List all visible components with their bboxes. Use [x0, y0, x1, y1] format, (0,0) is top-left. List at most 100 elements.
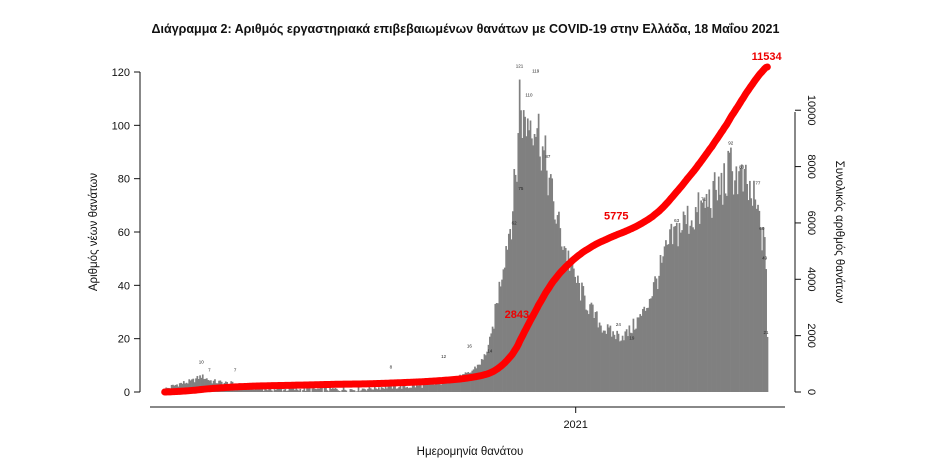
daily-deaths-bar [520, 110, 522, 392]
daily-deaths-bar [701, 202, 704, 392]
daily-deaths-bar [268, 387, 270, 392]
daily-deaths-bar [742, 191, 744, 392]
daily-deaths-bar [671, 244, 674, 392]
bar-value-label: 62 [512, 221, 518, 226]
daily-deaths-bar [319, 386, 322, 392]
daily-deaths-bar [357, 386, 360, 392]
bar-value-label: 8 [390, 365, 393, 370]
daily-deaths-bar [326, 390, 329, 392]
daily-deaths-bar [430, 382, 433, 392]
daily-deaths-bar [448, 382, 451, 392]
daily-deaths-bar [726, 195, 728, 392]
daily-deaths-bar [623, 340, 625, 392]
daily-deaths-bar [560, 246, 563, 392]
daily-deaths-bar [526, 118, 529, 392]
daily-deaths-bar [382, 387, 384, 392]
daily-deaths-bar [708, 189, 711, 392]
daily-deaths-bar [403, 384, 406, 392]
daily-deaths-bar [545, 170, 548, 392]
daily-deaths-bar [587, 314, 590, 392]
daily-deaths-bar [203, 379, 205, 392]
daily-deaths-bar [647, 307, 650, 392]
daily-deaths-bar [189, 380, 192, 392]
daily-deaths-bar [466, 372, 468, 392]
daily-deaths-bar [616, 330, 619, 392]
daily-deaths-bar [738, 171, 740, 392]
daily-deaths-bar [411, 385, 414, 392]
daily-deaths-bar [518, 79, 521, 393]
daily-deaths-bar [291, 388, 293, 392]
daily-deaths-bar [311, 388, 314, 392]
daily-deaths-bar [350, 389, 353, 392]
daily-deaths-bar [507, 233, 510, 392]
daily-deaths-bar [658, 275, 660, 392]
daily-deaths-bar [409, 387, 411, 392]
left-tick-label: 60 [118, 227, 130, 239]
daily-deaths-bar [452, 380, 455, 392]
daily-deaths-bar [406, 386, 409, 392]
daily-deaths-bar [359, 391, 361, 392]
daily-deaths-bar [371, 389, 373, 392]
daily-deaths-bar [415, 384, 418, 392]
left-tick-label: 0 [124, 387, 130, 399]
daily-deaths-bar [585, 309, 587, 392]
daily-deaths-bar [665, 240, 667, 392]
daily-deaths-bar [627, 336, 629, 392]
daily-deaths-bar [330, 388, 333, 392]
daily-deaths-bar [426, 383, 429, 392]
cumulative-annotation: 2843 [505, 309, 529, 321]
x-axis-title: Ημερομηνία θανάτου [417, 446, 524, 458]
daily-deaths-bar [188, 379, 191, 392]
daily-deaths-bar [652, 282, 655, 392]
daily-deaths-bar [467, 372, 470, 392]
bar-value-label: 119 [532, 69, 540, 74]
daily-deaths-bar [673, 226, 675, 392]
daily-deaths-bar [392, 384, 395, 392]
daily-deaths-bar [425, 382, 428, 392]
daily-deaths-bar [463, 374, 465, 392]
annotations-layer: 2843 5775 11534 [505, 51, 783, 321]
daily-deaths-bar [344, 389, 346, 392]
daily-deaths-bar [180, 382, 182, 392]
daily-deaths-bar [689, 225, 692, 392]
daily-deaths-bar [428, 383, 430, 392]
daily-deaths-bar [292, 387, 295, 392]
bar-value-label: 71 [701, 197, 707, 202]
daily-deaths-bar [735, 166, 738, 392]
daily-deaths-bar [540, 170, 543, 392]
right-ticks: 0 2000 4000 6000 8000 10000 [795, 95, 817, 395]
daily-deaths-bar [654, 276, 656, 392]
daily-deaths-bar [731, 171, 734, 392]
left-ticks: 0 20 40 60 80 100 120 [112, 67, 140, 399]
daily-deaths-bar [419, 384, 422, 392]
daily-deaths-bar [679, 232, 682, 392]
daily-deaths-bar [421, 387, 424, 392]
bar-value-label: 60 [759, 226, 765, 231]
daily-deaths-bar [750, 198, 753, 392]
daily-deaths-bar [375, 388, 377, 392]
daily-deaths-bar [453, 378, 456, 392]
daily-deaths-bar [455, 378, 457, 392]
daily-deaths-bar [635, 328, 637, 392]
daily-deaths-bar [266, 390, 269, 392]
daily-deaths-bar [572, 268, 575, 392]
daily-deaths-bar [383, 388, 386, 392]
left-tick-label: 20 [118, 334, 130, 346]
daily-deaths-bar [281, 391, 284, 392]
daily-deaths-bar [656, 289, 659, 392]
daily-deaths-bar [711, 217, 713, 392]
daily-deaths-bar [433, 384, 436, 392]
daily-deaths-bar [199, 375, 201, 392]
daily-deaths-bar [624, 331, 627, 392]
daily-deaths-bar [581, 282, 583, 392]
daily-deaths-bar [651, 296, 654, 392]
bar-value-label: 10 [199, 359, 205, 364]
daily-deaths-bar [386, 388, 388, 392]
daily-deaths-bar [566, 261, 568, 392]
daily-deaths-bar [253, 389, 256, 392]
daily-deaths-bar [600, 325, 602, 392]
daily-deaths-bar [363, 388, 365, 392]
daily-deaths-bar [302, 390, 304, 392]
daily-deaths-bar [716, 200, 719, 392]
